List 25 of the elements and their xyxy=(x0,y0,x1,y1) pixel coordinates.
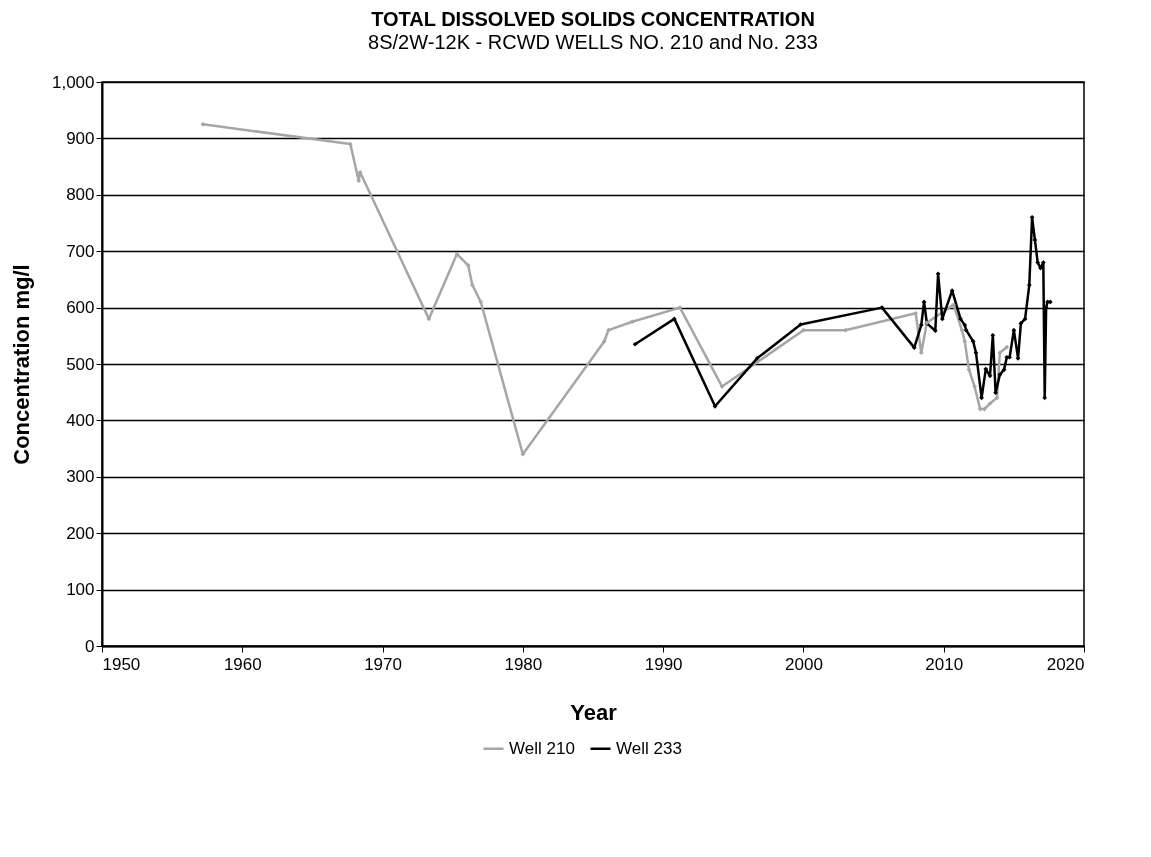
y-tick-label: 500 xyxy=(66,354,95,374)
chart-subtitle: 8S/2W-12K - RCWD WELLS NO. 210 and No. 233 xyxy=(368,31,818,53)
x-tick-label: 2000 xyxy=(785,654,823,674)
chart-title: TOTAL DISSOLVED SOLIDS CONCENTRATION xyxy=(371,8,815,30)
legend-label: Well 233 xyxy=(616,738,682,758)
y-tick-label: 800 xyxy=(66,185,95,205)
x-tick-label: 1980 xyxy=(504,654,543,674)
y-tick-label: 1,000 xyxy=(51,72,95,92)
y-tick-label: 200 xyxy=(66,523,95,543)
y-tick-label: 400 xyxy=(66,410,95,430)
y-tick-label: 900 xyxy=(66,128,95,148)
x-axis-title: Year xyxy=(570,699,618,725)
y-tick-label: 300 xyxy=(66,467,95,487)
x-tick-label: 1950 xyxy=(102,654,141,674)
x-tick-label: 2020 xyxy=(1046,654,1085,674)
x-tick-label: 1960 xyxy=(223,654,262,674)
y-tick-label: 700 xyxy=(66,241,95,261)
x-tick-label: 1990 xyxy=(644,654,683,674)
y-tick-label: 600 xyxy=(66,298,95,318)
y-axis-title: Concentration mg/l xyxy=(8,264,34,465)
y-tick-label: 0 xyxy=(85,636,95,656)
x-tick-label: 2010 xyxy=(925,654,964,674)
x-tick-label: 1970 xyxy=(364,654,402,674)
legend-label: Well 210 xyxy=(509,738,575,758)
y-tick-label: 100 xyxy=(66,580,95,600)
